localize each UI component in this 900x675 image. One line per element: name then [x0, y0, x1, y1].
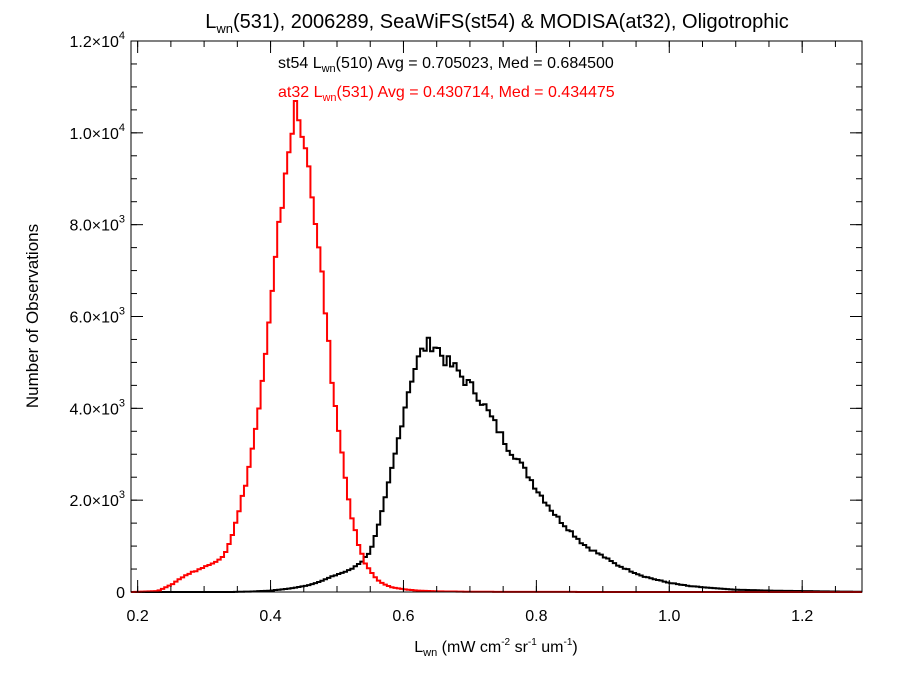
x-axis-label: Lwn (mW cm-2 sr-1 um-1)	[414, 637, 577, 659]
annotation-st54: st54 Lwn(510) Avg = 0.705023, Med = 0.68…	[278, 55, 614, 75]
plot-frame	[130, 40, 863, 593]
y-tick-label: 8.0×103	[69, 214, 125, 235]
annotation-at32: at32 Lwn(531) Avg = 0.430714, Med = 0.43…	[278, 84, 615, 104]
y-tick-label: 4.0×103	[69, 397, 125, 418]
x-tick-label: 0.2	[127, 608, 149, 625]
series-st54-line	[131, 336, 862, 593]
chart-title-subscript: wn	[215, 21, 233, 36]
y-tick-label: 1.2×104	[69, 30, 125, 51]
y-tick-label: 2.0×103	[69, 489, 125, 510]
y-axis-label: Number of Observations	[23, 224, 42, 408]
x-tick-label: 0.8	[525, 608, 547, 625]
y-tick-label: 6.0×103	[69, 306, 125, 327]
tick-layer: 0.2 0.4 0.6 0.8 1.0 1.2 0 2.0×103 4.0×103 6.0×103…	[69, 30, 862, 625]
x-tick-label: 1.0	[658, 608, 680, 625]
x-tick-label: 0.6	[392, 608, 414, 625]
x-tick-label: 0.4	[259, 608, 281, 625]
y-tick-label: 1.0×104	[69, 122, 125, 143]
chart-title: Lwn(531), 2006289, SeaWiFS(st54) & MODIS…	[205, 11, 789, 36]
x-tick-label: 1.2	[791, 608, 813, 625]
y-tick-label: 0	[116, 585, 125, 602]
